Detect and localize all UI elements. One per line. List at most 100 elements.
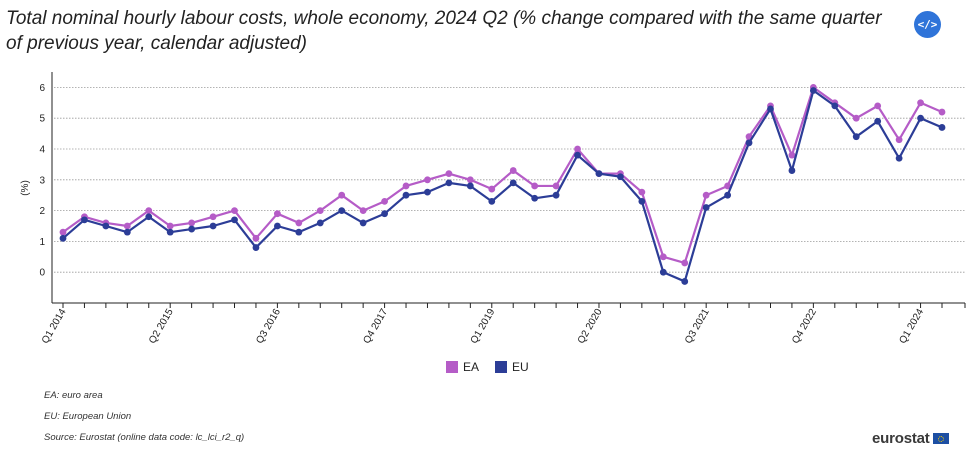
data-point-eu xyxy=(338,207,346,215)
data-point-ea xyxy=(188,219,196,227)
data-point-ea xyxy=(381,197,388,205)
data-point-ea xyxy=(938,108,946,116)
data-point-eu xyxy=(874,117,882,125)
data-point-ea xyxy=(531,182,539,190)
x-tick-label: Q4 2022 xyxy=(790,307,819,346)
x-tick-label: Q2 2020 xyxy=(576,307,605,346)
y-tick-label: 0 xyxy=(39,268,45,279)
data-point-eu xyxy=(402,191,410,199)
data-point-eu xyxy=(102,222,110,230)
data-point-ea xyxy=(659,253,667,261)
data-point-eu xyxy=(852,133,860,141)
data-point-ea xyxy=(273,210,281,218)
data-point-ea xyxy=(702,191,710,199)
data-point-eu xyxy=(895,154,903,162)
data-point-ea xyxy=(123,222,131,230)
y-tick-label: 2 xyxy=(39,206,45,217)
gridlines xyxy=(54,87,965,273)
data-point-eu xyxy=(681,278,689,285)
series-line-ea xyxy=(62,86,943,265)
legend-item-eu[interactable]: EU xyxy=(495,360,529,374)
data-point-eu xyxy=(316,219,324,227)
data-point-eu xyxy=(531,194,539,202)
logo-text: eurostat xyxy=(872,430,930,447)
data-point-ea xyxy=(209,213,217,221)
y-axis-label: (%) xyxy=(20,180,31,196)
axes: 0 1 2 3 4 5 6 Q1 2014 Q2 2015 Q3 2016 Q4 2017 Q1 20… xyxy=(39,72,966,346)
legend-label-ea: EA xyxy=(463,360,480,374)
data-point-ea xyxy=(231,207,238,215)
data-point-eu xyxy=(595,170,603,178)
data-point-eu xyxy=(231,216,238,224)
data-point-eu xyxy=(166,228,174,236)
data-point-eu xyxy=(188,225,196,233)
data-point-ea xyxy=(638,188,646,196)
data-point-ea xyxy=(424,176,431,184)
data-point-eu xyxy=(917,114,924,122)
data-point-ea xyxy=(681,259,689,267)
data-point-eu xyxy=(81,216,88,224)
data-point-eu xyxy=(617,173,624,181)
x-tick-label: Q4 2017 xyxy=(361,307,390,346)
data-point-eu xyxy=(659,268,667,276)
data-point-ea xyxy=(788,151,796,159)
data-point-eu xyxy=(788,167,796,174)
note-ea: EA: euro area xyxy=(44,390,103,401)
footnotes: EA: euro area EU: European Union Source:… xyxy=(44,389,244,452)
x-tick-label: Q3 2021 xyxy=(683,307,712,346)
note-source: Source: Eurostat (online data code: lc_l… xyxy=(44,432,245,443)
data-point-eu xyxy=(466,182,474,190)
legend-item-ea[interactable]: EA xyxy=(446,360,479,374)
y-tick-label: 1 xyxy=(39,237,45,248)
eurostat-logo[interactable]: eurostat xyxy=(872,430,949,447)
data-point-ea xyxy=(852,114,860,122)
data-point-eu xyxy=(123,228,131,236)
x-tick-label: Q2 2015 xyxy=(147,307,176,346)
data-point-ea xyxy=(509,167,517,174)
x-tick-label: Q1 2024 xyxy=(897,307,926,346)
data-point-ea xyxy=(488,185,496,193)
data-point-eu xyxy=(295,228,303,236)
data-point-eu xyxy=(767,105,774,113)
data-point-ea xyxy=(552,182,560,190)
y-tick-label: 3 xyxy=(39,175,45,186)
data-point-eu xyxy=(638,197,646,205)
data-point-eu xyxy=(509,179,517,187)
data-point-eu xyxy=(552,191,560,199)
data-point-ea xyxy=(466,176,474,184)
y-tick-label: 6 xyxy=(39,83,45,94)
x-tick-label: Q1 2014 xyxy=(40,307,69,346)
series-line-eu xyxy=(62,89,943,283)
data-point-ea xyxy=(895,136,903,144)
data-point-ea xyxy=(445,170,453,178)
x-tick-label: Q1 2019 xyxy=(469,307,498,346)
legend-label-eu: EU xyxy=(512,360,529,374)
data-point-eu xyxy=(488,197,496,205)
data-point-ea xyxy=(574,145,581,153)
data-point-eu xyxy=(574,151,581,159)
y-tick-label: 5 xyxy=(39,114,45,125)
eu-flag-icon xyxy=(932,433,949,444)
data-point-eu xyxy=(724,191,732,199)
y-tick-label: 4 xyxy=(39,145,45,156)
legend-swatch-ea xyxy=(446,361,458,373)
data-point-eu xyxy=(702,204,710,211)
data-point-eu xyxy=(359,219,367,227)
data-point-ea xyxy=(402,182,410,190)
data-point-ea xyxy=(59,228,67,236)
data-point-eu xyxy=(831,102,839,110)
data-point-ea xyxy=(917,99,924,107)
data-point-eu xyxy=(252,244,260,251)
data-point-eu xyxy=(424,188,431,196)
data-point-eu xyxy=(745,139,753,147)
data-point-ea xyxy=(316,207,324,215)
data-point-eu xyxy=(445,179,453,187)
chart-title: Total nominal hourly labour costs, whole… xyxy=(6,8,882,54)
legend-swatch-eu xyxy=(495,361,508,373)
data-point-eu xyxy=(273,222,281,230)
data-point-eu xyxy=(809,87,817,94)
data-point-eu xyxy=(145,213,153,221)
embed-code-button[interactable]: </> xyxy=(914,11,941,38)
data-point-ea xyxy=(252,234,260,242)
